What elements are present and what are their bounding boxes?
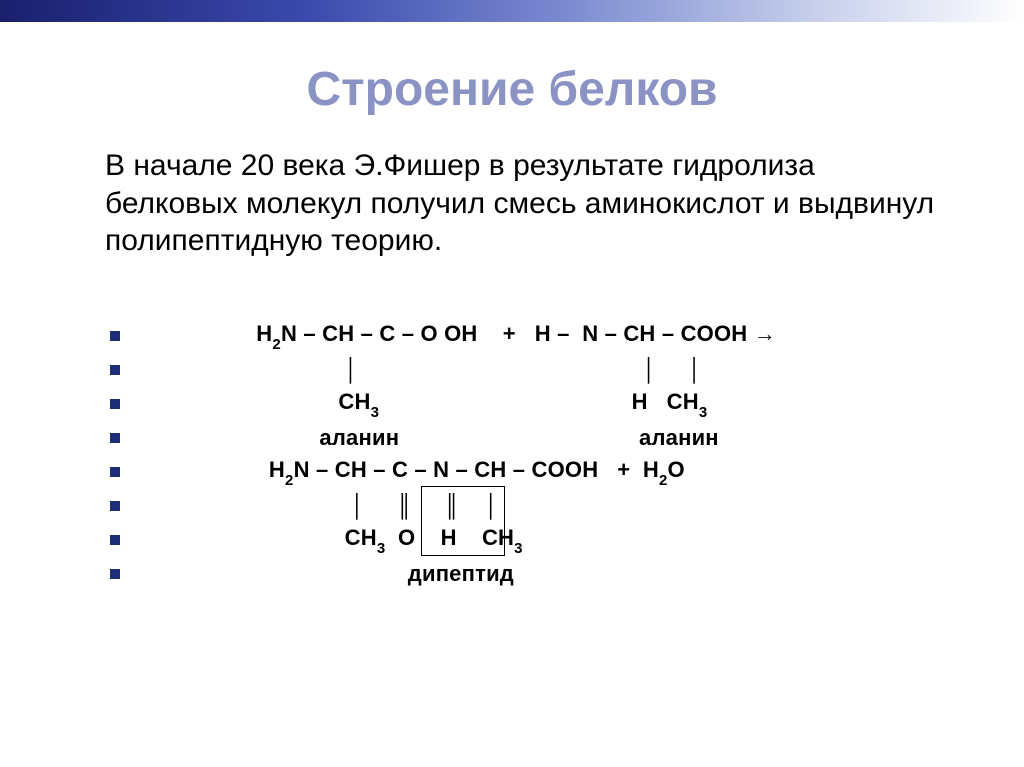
chem-line: H2N – CH – C – N – CH – COOH + H2O	[110, 456, 974, 488]
chem-text: дипептид	[250, 561, 514, 587]
chem-line: дипептид	[110, 558, 974, 590]
bullet-icon	[110, 535, 120, 545]
chem-line: CH3 O H CH3	[110, 524, 974, 556]
chem-line: H2N – CH – C – O OH + H – N – CH – COOH …	[110, 320, 974, 352]
chem-text: H2N – CH – C – O OH + H – N – CH – COOH …	[250, 321, 776, 350]
chem-line: аланин аланин	[110, 422, 974, 454]
chem-text: H2N – CH – C – N – CH – COOH + H2O	[250, 457, 685, 486]
bullet-icon	[110, 331, 120, 341]
bullet-icon	[110, 467, 120, 477]
bullet-icon	[110, 501, 120, 511]
chem-text: CH3 H CH3	[250, 389, 707, 418]
slide-title: Строение белков	[50, 62, 974, 117]
chem-line: CH3 H CH3	[110, 388, 974, 420]
bullet-icon	[110, 365, 120, 375]
bullet-icon	[110, 399, 120, 409]
chem-line: │ │ │	[110, 354, 974, 386]
chem-text: аланин аланин	[250, 425, 719, 451]
chemistry-lines: H2N – CH – C – O OH + H – N – CH – COOH …	[50, 320, 974, 590]
chem-text: │ │ │	[250, 357, 702, 383]
chem-line: │ ║ ║ │	[110, 490, 974, 522]
bullet-icon	[110, 569, 120, 579]
top-gradient-bar	[0, 0, 1024, 22]
slide-content: Строение белков В начале 20 века Э.Фишер…	[0, 22, 1024, 767]
intro-paragraph: В начале 20 века Э.Фишер в результате ги…	[105, 147, 944, 260]
peptide-bond-box	[421, 486, 505, 556]
bullet-icon	[110, 433, 120, 443]
